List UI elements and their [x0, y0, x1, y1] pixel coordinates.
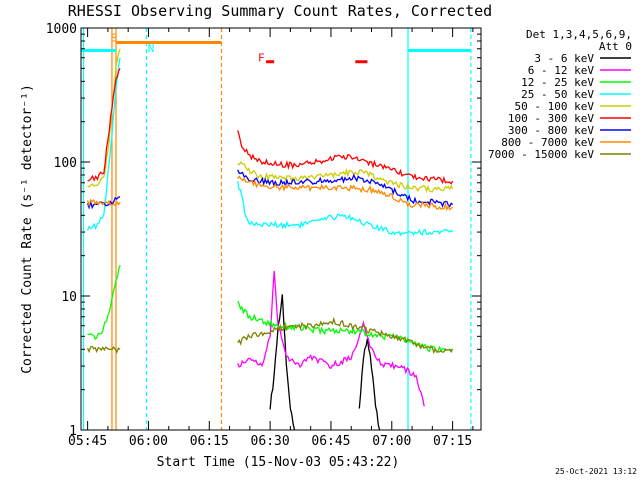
x-tick-label-5: 07:00: [372, 434, 411, 449]
legend-label-6: 300 - 800 keV: [508, 124, 594, 137]
series-line-1-0: [237, 270, 425, 407]
series-line-8-0: [87, 345, 121, 354]
series-line-0-0: [269, 294, 296, 431]
legend-label-4: 50 - 100 keV: [515, 100, 595, 113]
plot-area: S N F: [81, 28, 472, 431]
series-line-4-1: [237, 161, 454, 194]
series-line-0-1: [358, 338, 381, 431]
plot-frame: [80, 27, 482, 431]
series-4: [87, 48, 454, 194]
x-axis-label: Start Time (15-Nov-03 05:43:22): [157, 455, 400, 470]
series-3: [87, 57, 454, 237]
legend-header-2: Att 0: [599, 40, 632, 53]
series-5: [87, 67, 454, 185]
x-tick-label-4: 06:45: [311, 434, 350, 449]
x-tick-label-6: 07:15: [433, 434, 472, 449]
x-tick-label-1: 06:00: [129, 434, 168, 449]
series-7: [86, 175, 454, 212]
y-tick-label-1: 1: [69, 424, 77, 439]
y-axis-label: Corrected Count Rate (s⁻¹ detector⁻¹): [20, 84, 35, 374]
legend-label-2: 12 - 25 keV: [521, 76, 594, 89]
series-line-8-1: [237, 316, 454, 355]
series-1: [237, 270, 425, 407]
annotation-s: S: [111, 32, 118, 45]
series-line-7-1: [237, 175, 454, 212]
annotation-n: N: [148, 42, 155, 55]
series-line-5-0: [87, 67, 121, 182]
y-tick-label-100: 100: [54, 156, 77, 171]
legend-label-7: 800 - 7000 keV: [501, 136, 594, 149]
series-line-4-0: [87, 48, 121, 188]
legend-label-0: 3 - 6 keV: [534, 52, 594, 65]
series-line-7-0: [86, 198, 121, 208]
y-tick-label-10: 10: [61, 290, 77, 305]
series-line-3-1: [237, 180, 454, 237]
series-line-2-0: [87, 264, 121, 341]
series-8: [87, 316, 454, 355]
legend-label-8: 7000 - 15000 keV: [488, 148, 594, 161]
generation-timestamp: 25-Oct-2021 13:12: [555, 467, 637, 476]
series-0: [269, 294, 381, 431]
series-line-5-1: [237, 130, 454, 185]
x-tick-label-3: 06:30: [251, 434, 290, 449]
chart-title: RHESSI Observing Summary Count Rates, Co…: [68, 2, 492, 20]
legend-label-3: 25 - 50 keV: [521, 88, 594, 101]
legend-header-1: Det 1,3,4,5,6,9,: [526, 28, 632, 41]
legend-label-5: 100 - 300 keV: [508, 112, 594, 125]
legend-label-1: 6 - 12 keV: [528, 64, 595, 77]
x-tick-label-2: 06:15: [190, 434, 229, 449]
axis-ticks: 1 10 100 1000 05:45 06:00 06:15 06:30 06:45 07:00…: [46, 22, 481, 449]
y-tick-label-1000: 1000: [46, 22, 77, 37]
x-tick-label-0: 05:45: [68, 434, 107, 449]
annotation-f: F: [258, 52, 265, 65]
